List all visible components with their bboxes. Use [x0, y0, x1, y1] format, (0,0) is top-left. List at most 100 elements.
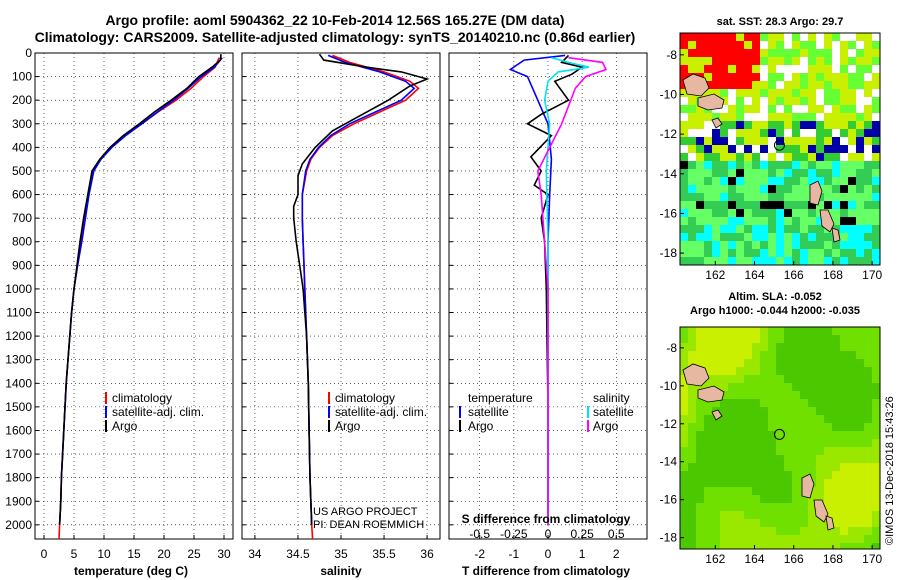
sla-cell	[744, 543, 752, 549]
sst-cell	[856, 185, 864, 193]
sla-cell	[768, 343, 776, 351]
sla-cell	[696, 335, 704, 343]
island-shape	[711, 409, 723, 421]
sla-cell	[816, 399, 824, 407]
sla-cell	[816, 471, 824, 479]
sla-cell	[760, 399, 768, 407]
sst-cell	[864, 193, 872, 201]
sla-cell	[776, 383, 784, 391]
sla-cell	[752, 407, 760, 415]
sst-cell	[792, 161, 800, 169]
map-x-tick-label: 170	[862, 552, 882, 566]
sla-cell	[864, 343, 872, 351]
sla-cell	[736, 463, 744, 471]
sst-cell	[808, 201, 816, 209]
sst-cell	[704, 121, 712, 129]
sla-cell	[728, 455, 736, 463]
map-x-tick-label: 162	[705, 552, 725, 566]
sla-cell	[752, 495, 760, 503]
sst-cell	[768, 241, 776, 249]
sst-cell	[744, 97, 752, 105]
sla-cell	[864, 399, 872, 407]
sst-cell	[728, 137, 736, 145]
sst-cell	[792, 145, 800, 153]
sst-cell	[800, 65, 808, 73]
sst-cell	[752, 209, 760, 217]
sla-cell	[752, 351, 760, 359]
sla-cell	[752, 527, 760, 535]
sla-cell	[816, 455, 824, 463]
sla-cell	[704, 399, 712, 407]
sla-cell	[840, 439, 848, 447]
sla-cell	[816, 327, 824, 335]
sst-cell	[736, 225, 744, 233]
sst-cell	[824, 161, 832, 169]
sst-cell	[808, 57, 816, 65]
sst-cell	[752, 257, 760, 265]
sst-cell	[720, 225, 728, 233]
sst-cell	[720, 241, 728, 249]
sla-cell	[808, 543, 816, 549]
sst-cell	[752, 249, 760, 257]
sst-cell	[872, 145, 880, 153]
sst-cell	[760, 169, 768, 177]
map-y-tick-label: -16	[660, 206, 678, 220]
sst-cell	[720, 201, 728, 209]
sst-cell	[784, 233, 792, 241]
sla-cell	[816, 359, 824, 367]
sst-cell	[872, 137, 880, 145]
map-x-tick-label: 166	[784, 552, 804, 566]
sla-cell	[800, 511, 808, 519]
sst-cell	[816, 161, 824, 169]
sst-cell	[712, 81, 720, 89]
sst-cell	[704, 209, 712, 217]
sla-cell	[680, 359, 688, 367]
map-x-tick-label: 168	[823, 552, 843, 566]
sst-cell	[736, 217, 744, 225]
sla-cell	[808, 527, 816, 535]
sla-cell	[808, 447, 816, 455]
sst-cell	[736, 57, 744, 65]
sla-cell	[744, 415, 752, 423]
x2-tick-label: -0.25	[500, 527, 528, 541]
sla-cell	[752, 479, 760, 487]
sst-cell	[696, 41, 704, 49]
sla-cell	[696, 383, 704, 391]
sla-cell	[680, 479, 688, 487]
sla-cell	[824, 431, 832, 439]
sst-cell	[872, 41, 880, 49]
sst-cell	[792, 105, 800, 113]
sst-cell	[832, 41, 840, 49]
sla-cell	[736, 543, 744, 549]
sst-cell	[776, 201, 784, 209]
sla-cell	[784, 343, 792, 351]
sla-cell	[744, 407, 752, 415]
sla-cell	[744, 375, 752, 383]
x2-tick-label: 0	[545, 527, 552, 541]
sla-cell	[704, 471, 712, 479]
sst-cell	[856, 177, 864, 185]
sla-cell	[848, 503, 856, 511]
sla-cell	[848, 407, 856, 415]
sst-cell	[680, 233, 688, 241]
sst-cell	[784, 33, 792, 41]
sla-cell	[864, 511, 872, 519]
sst-cell	[848, 49, 856, 57]
sla-cell	[720, 527, 728, 535]
sla-cell	[848, 399, 856, 407]
y-tick-label: 1200	[5, 329, 32, 343]
sla-cell	[720, 471, 728, 479]
sla-cell	[720, 391, 728, 399]
sst-cell	[784, 41, 792, 49]
sst-cell	[776, 137, 784, 145]
sla-cell	[872, 327, 880, 335]
legend-title-salinity: salinity	[593, 391, 630, 405]
sla-cell	[696, 447, 704, 455]
sst-cell	[744, 241, 752, 249]
sst-cell	[776, 185, 784, 193]
sla-cell	[792, 431, 800, 439]
sst-cell	[800, 185, 808, 193]
sla-cell	[744, 367, 752, 375]
sst-cell	[744, 209, 752, 217]
sla-cell	[824, 367, 832, 375]
